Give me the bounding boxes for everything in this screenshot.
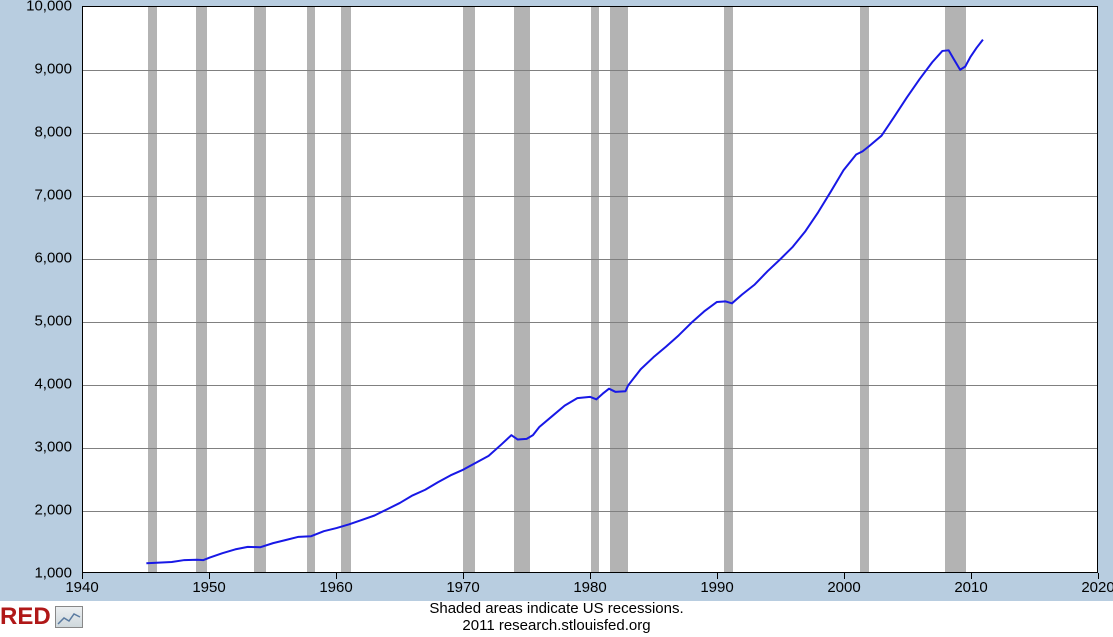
chart-container: 1,000 2,000 3,000 4,000 5,000 6,000 7,000 8,000… <box>0 0 1113 637</box>
footer-line-2: 2011 research.stlouisfed.org <box>0 617 1113 634</box>
x-tick-label: 2020 <box>1081 579 1113 596</box>
y-tick-label: 9,000 <box>0 61 72 78</box>
x-tick-label: 1980 <box>573 579 606 596</box>
y-tick-label: 3,000 <box>0 439 72 456</box>
chart-footer: Shaded areas indicate US recessions. 201… <box>0 600 1113 634</box>
x-tick-label: 1960 <box>319 579 352 596</box>
data-line <box>146 40 983 564</box>
y-tick-label: 5,000 <box>0 313 72 330</box>
y-tick-label: 7,000 <box>0 187 72 204</box>
x-tick-label: 2000 <box>827 579 860 596</box>
y-tick-label: 1,000 <box>0 565 72 582</box>
x-tick-label: 1970 <box>446 579 479 596</box>
fred-logo: RED <box>0 603 83 631</box>
chart-icon <box>55 606 83 628</box>
plot-area <box>82 6 1098 573</box>
x-tick-label: 1940 <box>65 579 98 596</box>
y-tick-label: 10,000 <box>0 0 72 15</box>
y-tick-label: 2,000 <box>0 502 72 519</box>
x-tick-label: 1990 <box>700 579 733 596</box>
x-tick-label: 2010 <box>954 579 987 596</box>
y-tick-label: 4,000 <box>0 376 72 393</box>
x-tick-label: 1950 <box>192 579 225 596</box>
line-svg <box>83 7 1097 572</box>
fred-logo-text: RED <box>0 603 51 631</box>
y-tick-label: 6,000 <box>0 250 72 267</box>
footer-line-1: Shaded areas indicate US recessions. <box>0 600 1113 617</box>
y-tick-label: 8,000 <box>0 124 72 141</box>
